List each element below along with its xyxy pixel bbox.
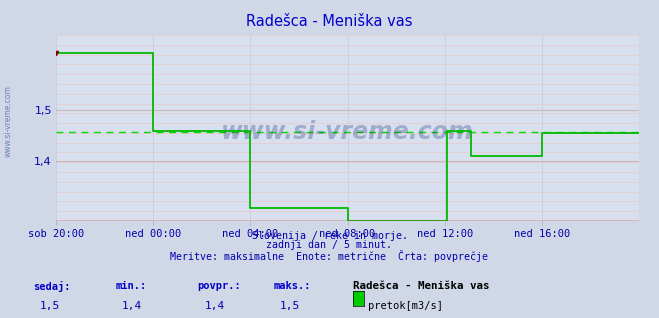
Text: 1,4: 1,4 [204, 301, 225, 310]
Text: Slovenija / reke in morje.: Slovenija / reke in morje. [252, 231, 407, 240]
Text: Radešca - Meniška vas: Radešca - Meniška vas [246, 14, 413, 29]
Text: zadnji dan / 5 minut.: zadnji dan / 5 minut. [266, 240, 393, 250]
Text: 1,5: 1,5 [280, 301, 301, 310]
Text: 1,5: 1,5 [40, 301, 60, 310]
Text: Meritve: maksimalne  Enote: metrične  Črta: povprečje: Meritve: maksimalne Enote: metrične Črta… [171, 250, 488, 262]
Text: Radešca - Meniška vas: Radešca - Meniška vas [353, 281, 489, 291]
Text: povpr.:: povpr.: [198, 281, 241, 291]
Text: 1,4: 1,4 [122, 301, 142, 310]
Text: www.si-vreme.com: www.si-vreme.com [221, 120, 474, 144]
Text: min.:: min.: [115, 281, 146, 291]
Text: sedaj:: sedaj: [33, 281, 71, 293]
Text: maks.:: maks.: [273, 281, 311, 291]
Text: www.si-vreme.com: www.si-vreme.com [4, 85, 13, 157]
Text: pretok[m3/s]: pretok[m3/s] [368, 301, 443, 310]
